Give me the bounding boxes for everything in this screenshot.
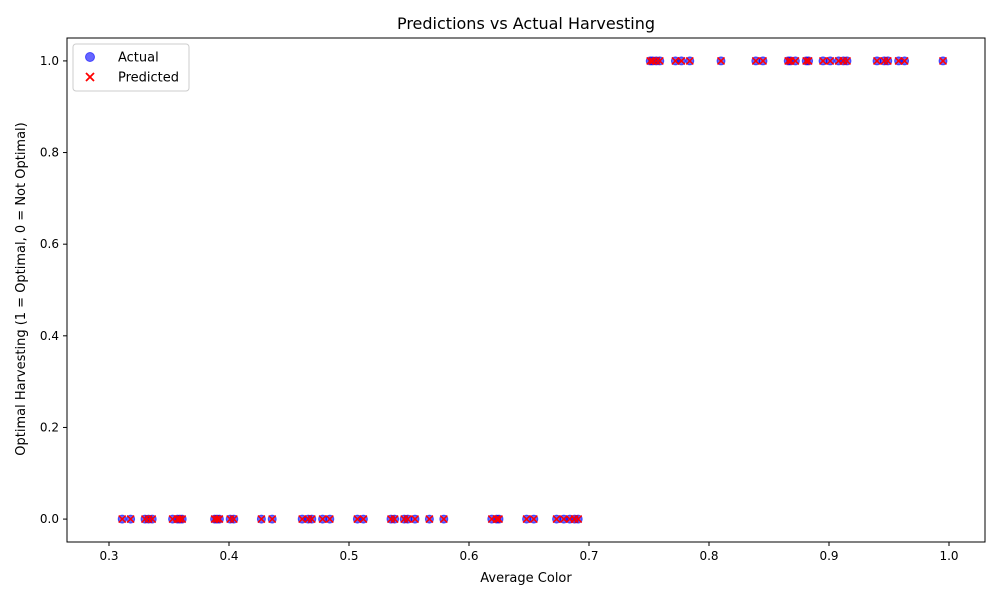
- legend: Actual Predicted: [72, 43, 190, 92]
- predicted-point: [178, 515, 187, 524]
- predicted-point: [826, 56, 835, 65]
- predicted-point: [226, 515, 235, 524]
- predicted-point: [559, 515, 568, 524]
- x-tick-label: 0.3: [99, 549, 118, 563]
- predicted-point: [685, 56, 694, 65]
- legend-label-actual: Actual: [118, 51, 159, 66]
- axes: 0.3 0.4 0.5 0.6 0.7 0.8 0.9 1.0 0.0 0.2 0.4 0.6 0.8 1…: [40, 37, 986, 563]
- predicted-point: [716, 56, 726, 65]
- predicted-point: [570, 515, 579, 524]
- y-tick-label: 0.4: [40, 329, 59, 343]
- predicted-point: [652, 56, 661, 65]
- predicted-point: [646, 56, 655, 65]
- predicted-point: [175, 515, 184, 524]
- series-actual: [117, 56, 948, 524]
- predicted-point: [677, 56, 686, 65]
- predicted-point: [215, 515, 224, 524]
- predicted-point: [126, 515, 135, 524]
- predicted-point: [938, 56, 948, 65]
- plot-area: [117, 56, 948, 524]
- predicted-point: [494, 515, 504, 524]
- predicted-point: [229, 515, 238, 524]
- y-tick-label: 0.8: [40, 146, 59, 160]
- predicted-point: [148, 515, 157, 524]
- predicted-point: [359, 515, 368, 524]
- predicted-point: [353, 515, 362, 524]
- x-tick-label: 0.7: [579, 549, 598, 563]
- legend-label-predicted: Predicted: [118, 71, 179, 86]
- predicted-point: [784, 56, 793, 65]
- predicted-point: [529, 515, 538, 524]
- predicted-point: [410, 515, 420, 524]
- x-tick-label: 1.0: [939, 549, 958, 563]
- y-tick-label: 1.0: [40, 54, 59, 68]
- x-tick-label: 0.5: [339, 549, 358, 563]
- predicted-point: [118, 515, 127, 524]
- x-tick-label: 0.8: [699, 549, 718, 563]
- x-tick-label: 0.4: [219, 549, 238, 563]
- predicted-point: [144, 515, 153, 524]
- y-axis-label: Optimal Harvesting (1 = Optimal, 0 = Not…: [14, 122, 29, 456]
- predicted-point: [802, 56, 811, 65]
- chart-title: Predictions vs Actual Harvesting: [397, 14, 655, 33]
- predicted-point: [212, 515, 222, 524]
- x-tick-label: 0.9: [819, 549, 838, 563]
- y-tick-label: 0.0: [40, 512, 59, 526]
- predicted-point: [842, 56, 852, 65]
- y-tick-label: 0.2: [40, 420, 59, 434]
- predicted-point: [839, 56, 848, 65]
- legend-box: [72, 43, 190, 92]
- legend-marker-predicted: [85, 72, 95, 82]
- plot-frame: [66, 37, 986, 543]
- predicted-point: [390, 515, 399, 524]
- predicted-point: [671, 56, 680, 65]
- predicted-point: [872, 56, 882, 65]
- predicted-point: [298, 515, 307, 524]
- predicted-point: [758, 56, 768, 65]
- series-predicted: [118, 56, 948, 524]
- predicted-point: [325, 515, 334, 524]
- predicted-point: [883, 56, 892, 65]
- predicted-point: [552, 515, 561, 524]
- predicted-point: [400, 515, 409, 524]
- y-tick-label: 0.6: [40, 237, 59, 251]
- predicted-point: [804, 56, 813, 65]
- x-axis-label: Average Color: [480, 571, 572, 586]
- predicted-point: [894, 56, 903, 65]
- predicted-point: [386, 515, 396, 524]
- predicted-point: [818, 56, 828, 65]
- predicted-point: [140, 515, 150, 524]
- predicted-point: [425, 515, 434, 524]
- predicted-point: [900, 56, 909, 65]
- predicted-point: [574, 515, 583, 524]
- predicted-point: [268, 515, 277, 524]
- predicted-point: [648, 56, 657, 65]
- predicted-point: [318, 515, 327, 524]
- predicted-point: [751, 56, 760, 65]
- predicted-point: [304, 515, 313, 524]
- predicted-point: [492, 515, 501, 524]
- legend-marker-actual: [85, 52, 95, 62]
- predicted-point: [655, 56, 664, 65]
- predicted-point: [307, 515, 316, 524]
- predicted-point: [257, 515, 266, 524]
- predicted-point: [403, 515, 412, 524]
- x-tick-label: 0.6: [459, 549, 478, 563]
- predicted-point: [439, 515, 448, 524]
- predicted-point: [522, 515, 531, 524]
- predicted-point: [880, 56, 889, 65]
- predicted-point: [791, 56, 800, 65]
